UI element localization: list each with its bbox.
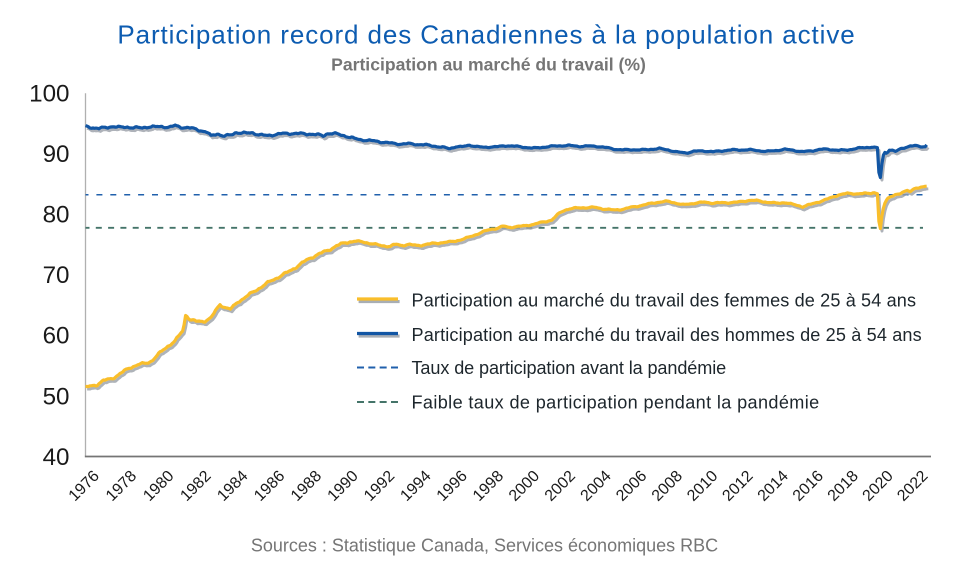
svg-text:60: 60 xyxy=(43,323,70,350)
svg-text:Faible taux de participation p: Faible taux de participation pendant la … xyxy=(412,393,820,413)
svg-text:100: 100 xyxy=(29,81,69,108)
svg-text:Taux de participation avant la: Taux de participation avant la pandémie xyxy=(412,358,727,378)
svg-text:40: 40 xyxy=(43,444,70,471)
svg-text:Sources : Statistique Canada,: Sources : Statistique Canada, Services é… xyxy=(251,536,718,556)
svg-text:Participation au marché du tra: Participation au marché du travail (%) xyxy=(331,55,646,75)
svg-text:90: 90 xyxy=(43,141,70,168)
svg-text:70: 70 xyxy=(43,262,70,289)
svg-text:50: 50 xyxy=(43,383,70,410)
svg-text:Participation au marché du tra: Participation au marché du travail des h… xyxy=(412,325,922,345)
svg-text:Participation au marché du tra: Participation au marché du travail des f… xyxy=(412,291,917,311)
svg-text:Participation record des Canad: Participation record des Canadiennes à l… xyxy=(117,20,855,50)
svg-text:80: 80 xyxy=(43,202,70,229)
